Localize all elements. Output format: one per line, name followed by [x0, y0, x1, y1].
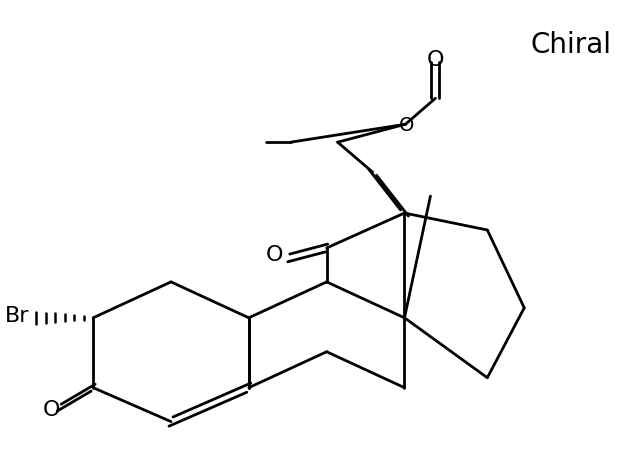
Text: O: O — [266, 245, 284, 265]
Text: Chiral: Chiral — [530, 32, 611, 60]
Text: Br: Br — [4, 306, 29, 326]
Text: O: O — [399, 116, 414, 135]
Text: O: O — [42, 400, 60, 420]
Text: O: O — [427, 50, 444, 71]
